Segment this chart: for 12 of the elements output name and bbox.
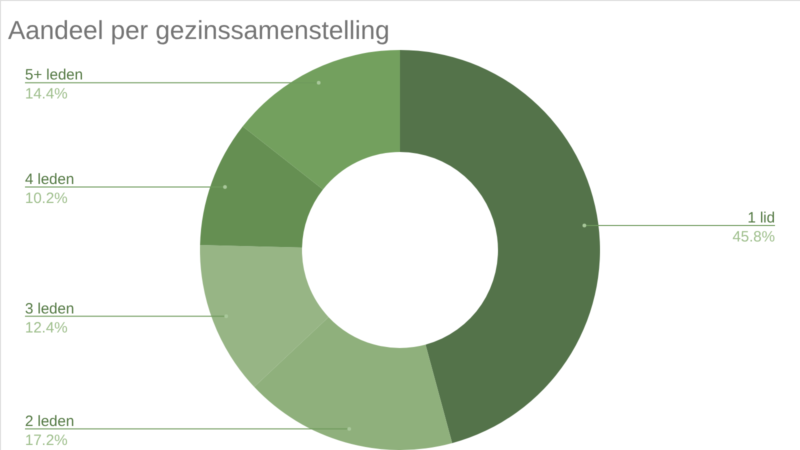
chart-title: Aandeel per gezinssamenstelling	[8, 15, 390, 45]
slice-label: 2 leden	[25, 412, 74, 430]
slice-label: 5+ leden	[25, 66, 83, 84]
donut-slice	[400, 50, 600, 444]
data-label: 17.2%	[25, 432, 68, 449]
data-label: 12.4%	[25, 319, 68, 336]
data-label: 14.4%	[25, 86, 68, 103]
slice-label: 4 leden	[25, 170, 74, 188]
slice-label: 3 leden	[25, 300, 74, 318]
data-label: 10.2%	[25, 190, 68, 207]
data-label: 45.8%	[732, 228, 775, 246]
slice-label: 1 lid	[747, 210, 775, 227]
